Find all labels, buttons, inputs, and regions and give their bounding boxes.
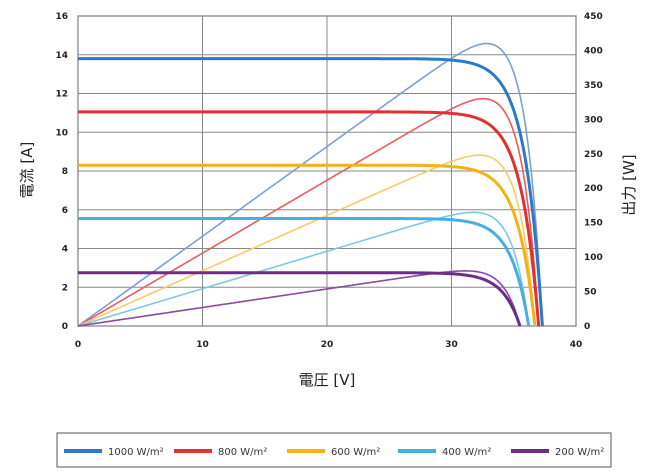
y-right-tick-label: 50 [584,288,597,298]
tick-labels: 0 10 20 30 400246810121416050100150200250300… [55,12,602,350]
y-right-tick-label: 0 [584,322,590,332]
x-tick-label: 0 [75,340,81,350]
y-left-tick-label: 8 [62,167,68,177]
iv-curve [78,163,537,327]
power-curve [77,211,530,327]
curves [77,42,544,327]
x-tick-label: 10 [196,340,209,350]
y-left-tick-label: 14 [55,51,68,61]
y-left-axis-title: 電流 [A] [18,142,36,199]
y-left-tick-label: 6 [62,206,68,216]
y-right-tick-label: 350 [584,81,603,91]
y-left-tick-label: 0 [62,322,68,332]
x-tick-label: 30 [445,340,458,350]
y-right-tick-label: 150 [584,219,603,229]
iv-curve [78,217,531,327]
y-right-axis-title: 出力 [W] [620,154,638,215]
x-tick-label: 20 [321,340,334,350]
legend-label: 400 W/m² [442,447,491,458]
y-left-tick-label: 2 [62,283,68,293]
y-right-tick-label: 300 [584,115,603,125]
power-curve [77,42,544,327]
y-right-tick-label: 200 [584,184,603,194]
y-right-tick-label: 100 [584,253,603,263]
y-left-tick-label: 4 [62,245,68,255]
y-right-tick-label: 400 [584,46,603,56]
legend-label: 1000 W/m² [108,447,164,458]
y-left-tick-label: 10 [55,128,68,138]
y-right-tick-label: 450 [584,12,603,22]
iv-curve [78,271,522,327]
y-left-tick-label: 12 [55,90,68,100]
x-tick-label: 40 [570,340,583,350]
iv-curve [78,110,541,327]
power-curve [77,97,540,327]
power-curve [77,154,536,327]
grid [77,15,577,327]
iv-curve [78,57,544,327]
x-axis-title: 電圧 [V] [299,371,356,389]
legend: 1000 W/m² 800 W/m² 600 W/m² 400 W/m² 200 W/m… [56,432,612,468]
legend-label: 600 W/m² [331,447,380,458]
legend-label: 200 W/m² [555,447,604,458]
y-right-tick-label: 250 [584,150,603,160]
legend-label: 800 W/m² [218,447,267,458]
y-left-tick-label: 16 [55,12,68,22]
